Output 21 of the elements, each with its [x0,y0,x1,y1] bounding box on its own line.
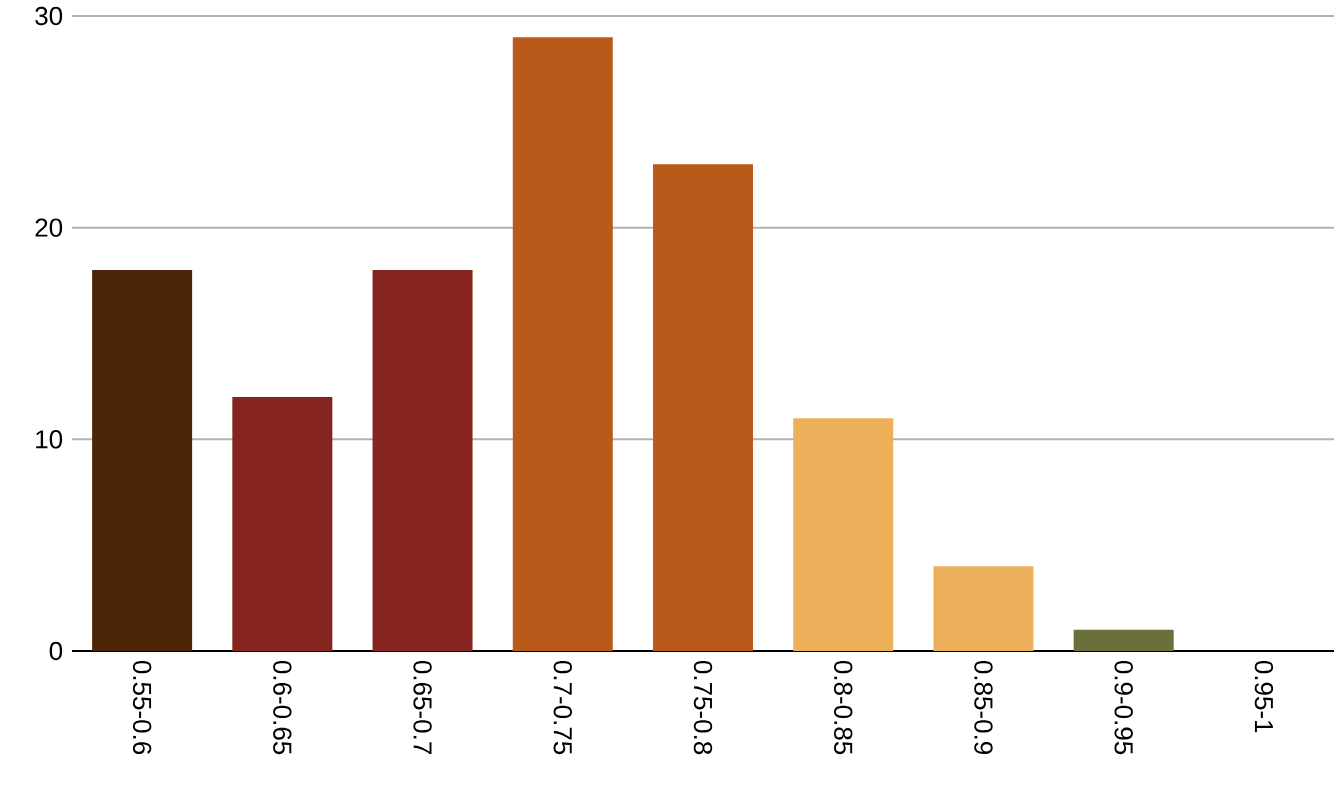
y-tick-label: 20 [35,218,63,237]
bar [1073,629,1174,651]
x-tick-label: 0.6-0.65 [273,660,292,755]
x-tick-label: 0.8-0.85 [834,660,853,755]
x-tick-label: 0.65-0.7 [413,660,432,754]
bar [512,37,613,651]
bar [92,270,193,651]
y-tick-label: 0 [49,641,63,661]
bar [232,397,333,651]
x-tick-label: 0.7-0.75 [553,660,572,755]
bar [793,418,894,651]
x-tick-label: 0.75-0.8 [693,660,713,755]
y-tick-label: 30 [35,6,63,26]
x-tick-label: 0.55-0.6 [132,660,152,755]
x-tick-label: 0.95-1 [1254,660,1274,733]
y-tick-label: 10 [36,430,63,449]
bar [372,270,473,651]
bar [933,566,1034,651]
bar [653,164,753,651]
x-tick-label: 0.85-0.9 [974,660,993,755]
x-tick-label: 0.9-0.95 [1114,660,1133,755]
